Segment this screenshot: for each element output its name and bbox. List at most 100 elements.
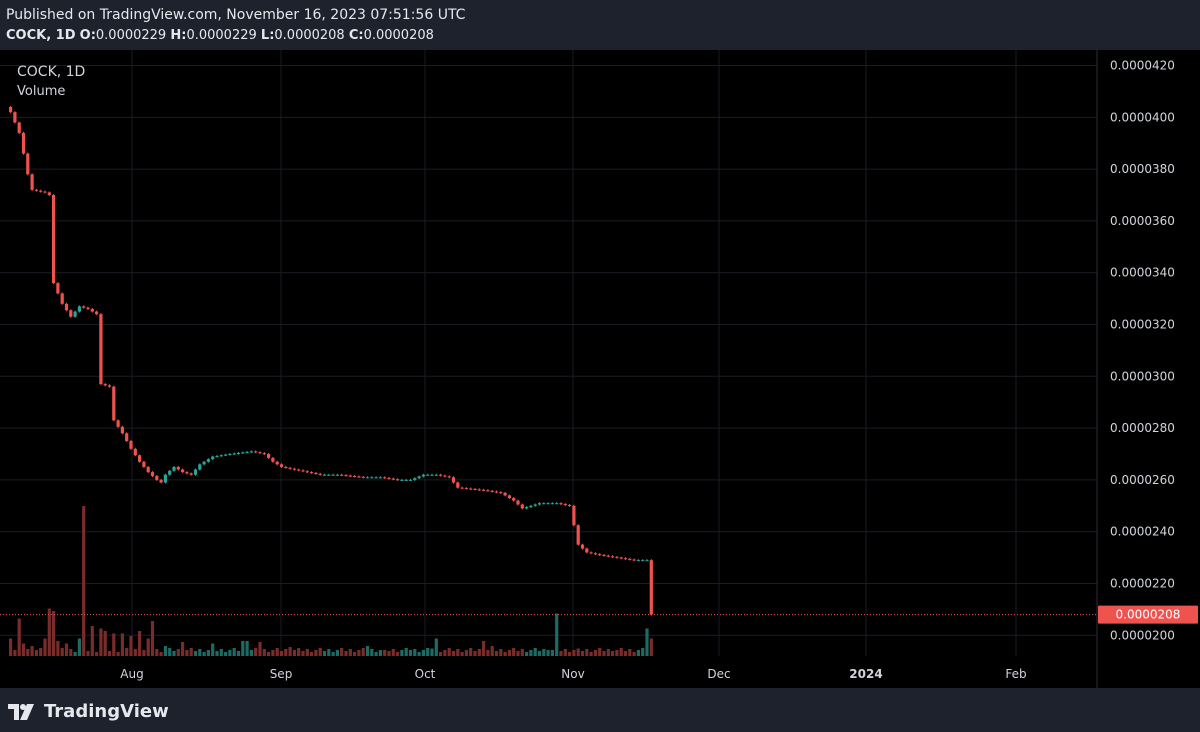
candle [602,555,606,556]
candle [344,475,348,477]
volume-bar [404,648,408,656]
volume-bar [211,643,215,656]
candle [353,476,357,478]
volume-bar [353,652,357,656]
candle [125,433,129,442]
volume-bar [387,651,391,656]
volume-bar [434,638,438,656]
volume-bar [103,631,107,656]
close-value: 0.0000208 [363,28,434,43]
volume-bar [116,652,120,656]
candle [206,459,210,462]
volume-bar [258,642,262,656]
candle [383,477,387,479]
candle [512,498,516,501]
time-tick-label: Nov [561,667,584,681]
candle [520,504,524,509]
candle [301,470,305,472]
volume-bar [47,608,51,656]
volume-bar [370,649,374,656]
volume-bar [525,652,529,656]
candle [34,189,38,191]
candle [129,441,133,449]
volume-bar [606,649,610,656]
candle [297,469,301,471]
volume-bar [563,649,567,656]
candle [327,474,331,476]
volume-bar [611,651,615,656]
volume-bar [159,652,163,656]
candle [103,384,107,386]
volume-bar [185,650,189,656]
volume-bar [443,650,447,656]
volume-bar [533,648,537,656]
volume-bar [632,652,636,656]
tradingview-logo[interactable]: TradingView [8,701,169,722]
candle [576,525,580,545]
price-tick-label: 0.0000200 [1110,628,1175,642]
candle [150,472,155,477]
candle [232,453,236,455]
volume-bar [9,638,13,656]
candle [26,153,30,175]
volume-bar [95,652,99,656]
candle [387,477,391,479]
price-tick-label: 0.0000260 [1110,473,1175,487]
candle [86,307,90,309]
time-axis[interactable]: Aug Sep Oct Nov Dec 2024 Feb [120,667,1026,681]
price-tick-label: 0.0000240 [1110,525,1175,539]
volume-bar [30,646,34,656]
candle [73,311,77,317]
candle [163,474,167,483]
candle [241,452,245,454]
candle [155,476,159,480]
candle [56,283,60,294]
volume-bar [133,649,137,656]
low-label: L: [260,28,275,43]
volume-bar [512,648,516,656]
candle [623,558,628,560]
candle [451,477,456,483]
volume-bar [301,651,305,656]
candle [159,479,163,483]
volume-bar [396,652,400,656]
volume-bar [585,649,589,656]
volume-bar [86,651,90,656]
volume-bar [499,649,503,656]
volume-bar [224,652,228,656]
candle [439,474,443,476]
chart-container[interactable]: 0.0000420 0.0000400 0.0000380 0.0000360 0.00… [0,50,1200,688]
candle [460,487,464,489]
candle [400,479,404,481]
candle [533,504,537,506]
volume-bar [559,651,563,656]
volume-bar [198,649,202,656]
candle [464,488,468,490]
volume-bar [279,651,284,656]
candle [95,311,99,315]
volume-bar [271,650,275,656]
candle [421,474,425,477]
volume-bar [297,648,301,656]
candle [611,556,615,558]
volume-bar [249,650,253,656]
volume-bar [598,648,602,656]
candle [546,503,550,505]
candle [60,293,64,304]
candle [335,474,339,476]
candle [146,466,150,473]
footer-bar: TradingView [0,688,1200,732]
candle [559,503,563,505]
candle [90,308,94,312]
volume-bar [568,652,572,656]
candle [374,477,378,479]
candle [271,457,275,462]
volume-bar [64,643,69,656]
volume-bar [421,650,425,656]
plot-background [0,50,1097,656]
price-chart[interactable]: 0.0000420 0.0000400 0.0000380 0.0000360 0.00… [0,50,1200,688]
volume-bar [181,642,185,656]
candle [469,488,473,490]
price-axis[interactable]: 0.0000420 0.0000400 0.0000380 0.0000360 0.00… [1110,59,1175,643]
volume-bar [232,648,236,656]
